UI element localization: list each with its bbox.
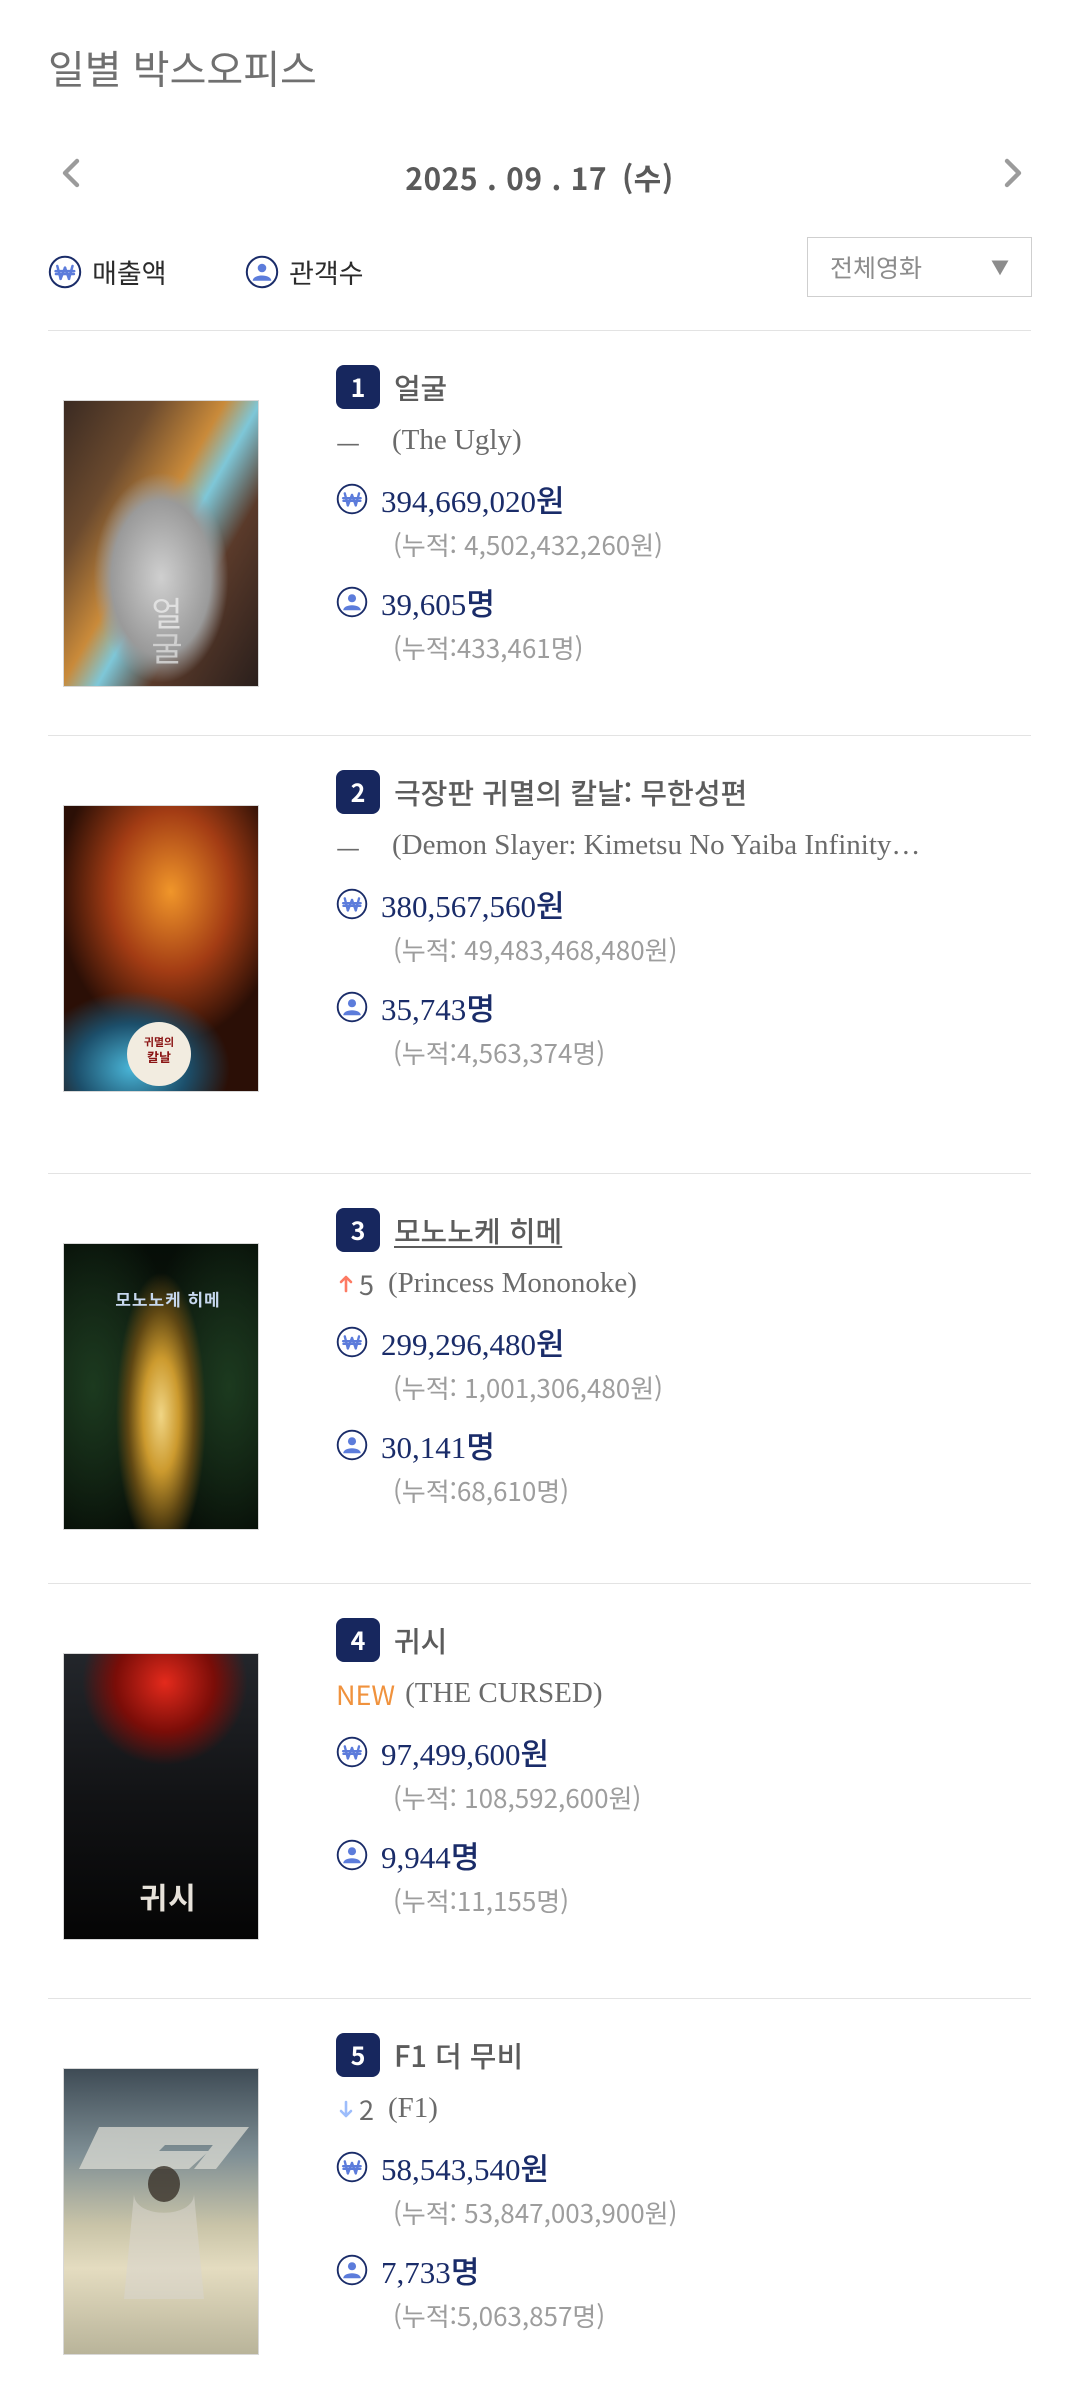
svg-text:칼날: 칼날 xyxy=(147,1047,171,1066)
svg-text:모노노케 히메: 모노노케 히메 xyxy=(115,1286,221,1311)
svg-text:굴: 굴 xyxy=(151,622,184,671)
svg-text:귀시: 귀시 xyxy=(139,1874,196,1918)
